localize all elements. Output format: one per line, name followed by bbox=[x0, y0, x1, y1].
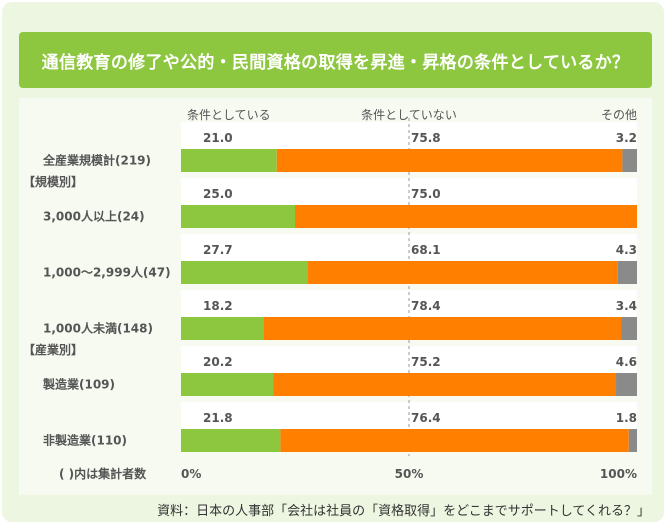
value-label: 21.0 bbox=[203, 131, 233, 145]
footnote: ( )内は集計者数 bbox=[59, 466, 147, 481]
value-label: 27.7 bbox=[203, 243, 233, 257]
bar-segment-gray bbox=[622, 149, 637, 172]
category-label: 非製造業(110) bbox=[43, 433, 127, 448]
value-label: 20.2 bbox=[203, 355, 233, 369]
value-label: 1.8 bbox=[616, 411, 637, 425]
chart-title: 通信教育の修了や公的・民間資格の取得を昇進・昇格の条件としているか？ bbox=[19, 32, 652, 88]
bar-segment-gray bbox=[628, 429, 637, 452]
bar-segment-green bbox=[181, 205, 295, 228]
bar-segment-green bbox=[181, 429, 281, 452]
x-tick-label: 0% bbox=[181, 467, 201, 481]
stacked-bar-chart: 条件としている 条件としていない その他 21.0 75.8 3.2 全産業規模計(219)… bbox=[23, 108, 637, 481]
category-label: 1,000人未満(148) bbox=[43, 321, 153, 336]
value-label: 75.8 bbox=[411, 131, 441, 145]
legend-label: 条件としていない bbox=[361, 108, 457, 122]
value-label: 18.2 bbox=[203, 299, 233, 313]
value-label: 75.0 bbox=[411, 187, 441, 201]
value-label: 78.4 bbox=[411, 299, 441, 313]
bar-segment-gray bbox=[617, 261, 637, 284]
chart-panel: 条件としている 条件としていない その他 21.0 75.8 3.2 全産業規模計(219)… bbox=[19, 98, 652, 495]
bar-segment-green bbox=[181, 373, 274, 396]
value-label: 3.2 bbox=[616, 131, 637, 145]
bar-segment-orange bbox=[280, 429, 629, 452]
value-label: 21.8 bbox=[203, 411, 233, 425]
value-label: 68.1 bbox=[411, 243, 441, 257]
legend-label: 条件としている bbox=[187, 108, 271, 122]
value-label: 4.3 bbox=[616, 243, 637, 257]
chart-frame: 通信教育の修了や公的・民間資格の取得を昇進・昇格の条件としているか？ 条件として… bbox=[2, 2, 664, 522]
bar-segment-green bbox=[181, 317, 264, 340]
bar-segment-orange bbox=[295, 205, 637, 228]
bar-segment-gray bbox=[616, 373, 637, 396]
section-label: 【規模別】 bbox=[23, 174, 83, 189]
value-label: 75.2 bbox=[411, 355, 441, 369]
x-tick-label: 100% bbox=[600, 467, 637, 481]
section-label: 【産業別】 bbox=[23, 342, 83, 357]
bar-segment-orange bbox=[263, 317, 622, 340]
value-label: 76.4 bbox=[411, 411, 441, 425]
value-label: 25.0 bbox=[203, 187, 233, 201]
x-tick-label: 50% bbox=[395, 467, 424, 481]
bar-segment-orange bbox=[276, 149, 623, 172]
value-label: 3.4 bbox=[616, 299, 637, 313]
source-note: 資料：日本の人事部「会社は社員の「資格取得」をどこまでサポートしてくれる？」 bbox=[157, 504, 650, 519]
bar-segment-orange bbox=[307, 261, 618, 284]
category-label: 3,000人以上(24) bbox=[43, 209, 145, 224]
category-label: 製造業(109) bbox=[42, 377, 115, 392]
legend-label: その他 bbox=[601, 108, 637, 122]
bar-segment-green bbox=[181, 261, 308, 284]
category-label: 全産業規模計(219) bbox=[42, 153, 151, 168]
value-label: 4.6 bbox=[616, 355, 637, 369]
category-label: 1,000～2,999人(47) bbox=[43, 265, 171, 280]
bar-segment-orange bbox=[273, 373, 617, 396]
bar-segment-gray bbox=[621, 317, 637, 340]
bar-segment-green bbox=[181, 149, 277, 172]
